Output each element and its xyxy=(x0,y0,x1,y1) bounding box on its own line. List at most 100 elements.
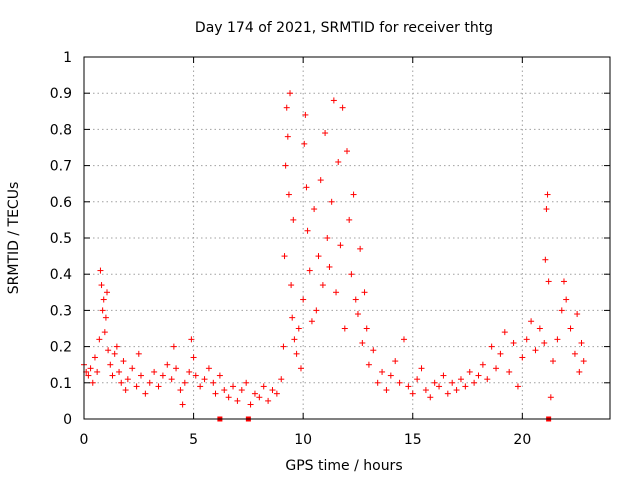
data-point xyxy=(146,379,153,386)
data-point xyxy=(457,376,464,383)
data-point xyxy=(122,387,129,394)
data-point xyxy=(280,343,287,350)
data-point xyxy=(322,130,329,137)
data-point xyxy=(99,307,106,314)
data-point xyxy=(528,318,535,325)
data-point xyxy=(541,339,548,346)
data-point xyxy=(326,263,333,270)
data-point xyxy=(124,376,131,383)
data-point xyxy=(328,198,335,205)
data-point xyxy=(101,329,108,336)
data-point xyxy=(363,325,370,332)
y-tick-label: 0.7 xyxy=(50,159,72,175)
data-point xyxy=(225,394,232,401)
data-point xyxy=(173,365,180,372)
data-point xyxy=(319,282,326,289)
data-point xyxy=(440,372,447,379)
data-point xyxy=(361,289,368,296)
data-point xyxy=(181,379,188,386)
data-point xyxy=(558,307,565,314)
data-point xyxy=(475,372,482,379)
data-point xyxy=(357,245,364,252)
data-point xyxy=(379,368,386,375)
data-point xyxy=(337,242,344,249)
y-tick-label: 0.6 xyxy=(50,195,72,211)
grid-layer xyxy=(84,57,610,419)
data-point xyxy=(210,379,217,386)
data-point xyxy=(284,133,291,140)
data-point xyxy=(396,379,403,386)
y-tick-label: 0.2 xyxy=(50,340,72,356)
data-point xyxy=(427,394,434,401)
data-point xyxy=(201,376,208,383)
data-point xyxy=(151,368,158,375)
data-point xyxy=(576,368,583,375)
data-point xyxy=(142,390,149,397)
data-point xyxy=(105,347,112,354)
data-point xyxy=(159,372,166,379)
data-point xyxy=(300,296,307,303)
data-point xyxy=(544,191,551,198)
data-point xyxy=(104,289,111,296)
chart-title: Day 174 of 2021, SRMTID for receiver tht… xyxy=(195,20,493,36)
data-point xyxy=(243,379,250,386)
data-point xyxy=(348,271,355,278)
data-point xyxy=(269,387,276,394)
data-point xyxy=(188,336,195,343)
data-point xyxy=(100,296,107,303)
data-point xyxy=(291,336,298,343)
data-point xyxy=(94,368,101,375)
data-point xyxy=(550,358,557,365)
data-point xyxy=(155,383,162,390)
data-point xyxy=(164,361,171,368)
data-point xyxy=(273,390,280,397)
data-point xyxy=(186,368,193,375)
data-point xyxy=(179,401,186,408)
plot-frame xyxy=(83,56,611,420)
data-point xyxy=(283,104,290,111)
data-point xyxy=(116,368,123,375)
data-point xyxy=(484,376,491,383)
data-point xyxy=(506,368,513,375)
data-point xyxy=(315,253,322,260)
data-point xyxy=(282,162,289,169)
y-tick-label: 1 xyxy=(63,50,72,66)
data-point xyxy=(523,336,530,343)
y-tick-label: 0 xyxy=(63,412,72,428)
data-point xyxy=(578,339,585,346)
data-point xyxy=(111,350,118,357)
data-point xyxy=(374,379,381,386)
x-axis-label: GPS time / hours xyxy=(285,458,402,474)
data-point xyxy=(497,350,504,357)
y-tick-label: 0.1 xyxy=(50,376,72,392)
data-point xyxy=(190,354,197,361)
data-point xyxy=(414,376,421,383)
data-point xyxy=(462,383,469,390)
data-point xyxy=(205,365,212,372)
data-point xyxy=(107,361,114,368)
data-point xyxy=(281,253,288,260)
data-point xyxy=(324,235,331,241)
data-point xyxy=(339,104,346,111)
y-tick-label: 0.5 xyxy=(50,231,72,247)
data-point xyxy=(87,365,94,372)
data-point xyxy=(350,191,357,198)
data-point xyxy=(265,397,272,404)
data-point xyxy=(545,278,552,285)
data-point xyxy=(288,282,295,289)
data-point xyxy=(449,379,456,386)
data-point xyxy=(113,343,120,350)
data-point xyxy=(383,387,390,394)
data-point xyxy=(580,358,587,365)
data-point xyxy=(293,350,300,357)
data-point xyxy=(352,296,359,303)
data-point xyxy=(168,376,175,383)
data-point xyxy=(536,325,543,332)
data-point xyxy=(98,282,105,289)
data-point xyxy=(304,227,311,234)
data-point xyxy=(118,379,125,386)
data-point xyxy=(97,267,104,274)
data-point xyxy=(567,325,574,332)
data-point xyxy=(400,336,407,343)
